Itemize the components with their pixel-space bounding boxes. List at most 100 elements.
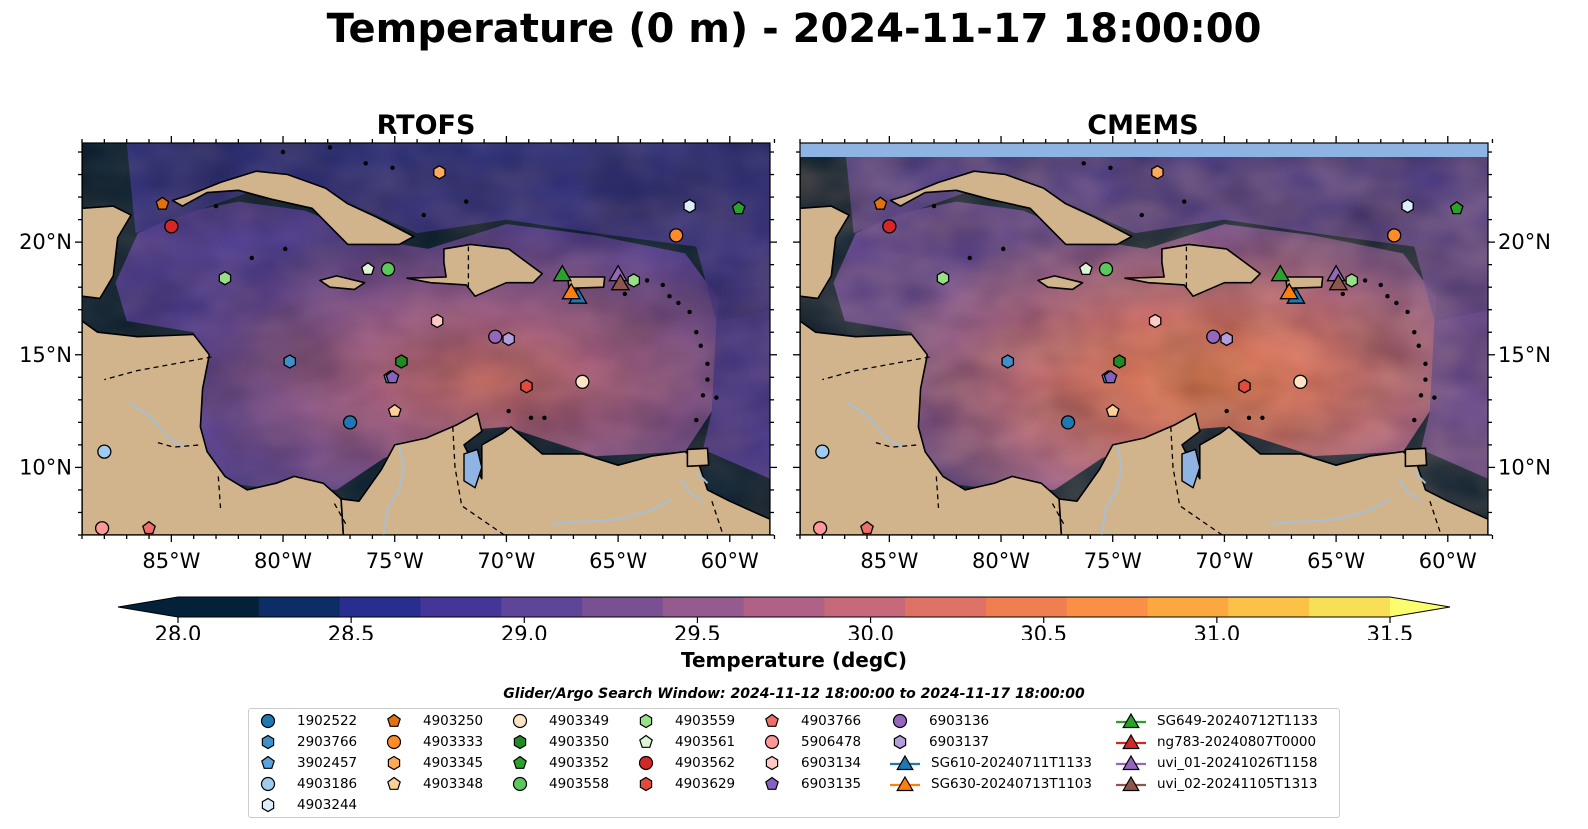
country-border bbox=[822, 356, 930, 381]
marker-SG630-20240713T1103 bbox=[1279, 282, 1300, 300]
legend-item-label: 4903561 bbox=[675, 734, 736, 750]
lon-tick-label: 85°W bbox=[860, 549, 918, 573]
marker-4903562 bbox=[164, 219, 179, 234]
colorbar-segment bbox=[339, 597, 421, 617]
colorbar-tick-label: 30.0 bbox=[847, 622, 894, 640]
pentagon-icon bbox=[639, 734, 653, 748]
land-jamaica bbox=[319, 275, 366, 291]
legend-item: ng783-20240807T0000 bbox=[1115, 732, 1316, 752]
legend-item: 5906478 bbox=[761, 732, 861, 752]
marker-4903629 bbox=[1238, 379, 1251, 394]
islet bbox=[931, 203, 937, 209]
islet bbox=[1246, 415, 1252, 421]
river bbox=[1100, 444, 1123, 535]
islet bbox=[705, 361, 710, 366]
river bbox=[382, 444, 405, 535]
marker-6903134 bbox=[1148, 313, 1162, 329]
marker-4903244 bbox=[1401, 198, 1414, 214]
lat-tick-label: 10°N bbox=[19, 455, 72, 479]
country-border bbox=[104, 356, 212, 381]
river bbox=[1397, 478, 1422, 503]
legend-item-label: uvi_01-20241026T1158 bbox=[1157, 755, 1318, 771]
islet bbox=[1418, 393, 1424, 398]
legend-item-label: 1902522 bbox=[297, 713, 358, 729]
lake-maracaibo bbox=[463, 448, 483, 489]
colorbar-segment bbox=[420, 597, 502, 617]
lat-tick-label: 20°N bbox=[19, 230, 72, 254]
islet bbox=[1405, 309, 1410, 315]
river bbox=[695, 471, 709, 484]
marker-2903766 bbox=[283, 354, 297, 369]
river bbox=[551, 498, 673, 525]
legend-item-label: SG610-20240711T1133 bbox=[931, 755, 1092, 771]
marker-4903348 bbox=[387, 403, 402, 418]
marker-6903134 bbox=[430, 313, 444, 329]
islet bbox=[1423, 377, 1428, 382]
islet bbox=[694, 417, 699, 423]
land-hispaniola bbox=[1124, 243, 1261, 297]
marker-4903766 bbox=[860, 520, 874, 535]
lon-tick-label: 70°W bbox=[477, 549, 535, 573]
river bbox=[1269, 498, 1391, 525]
marker-4903559 bbox=[936, 270, 950, 286]
colorbar-tick-label: 31.0 bbox=[1193, 622, 1240, 640]
marker-4903350 bbox=[395, 354, 408, 369]
marker-6903137 bbox=[502, 331, 515, 347]
marker-2903766 bbox=[1001, 354, 1015, 369]
lon-tick-label: 65°W bbox=[1307, 549, 1365, 573]
marker-4903345 bbox=[433, 165, 446, 180]
hexagon-icon bbox=[261, 797, 275, 813]
legend-item: 1902522 bbox=[257, 711, 357, 731]
legend-item: 6903136 bbox=[889, 711, 989, 731]
legend-item-label: 5906478 bbox=[801, 734, 862, 750]
islet bbox=[705, 377, 710, 382]
islet bbox=[283, 246, 288, 252]
islet bbox=[667, 293, 672, 299]
islet bbox=[528, 415, 534, 421]
islet bbox=[249, 255, 254, 261]
colorbar-tick-label: 30.5 bbox=[1020, 622, 1067, 640]
legend-item-label: 4903244 bbox=[297, 797, 358, 813]
islet bbox=[1412, 330, 1417, 335]
hexagon-icon bbox=[387, 755, 401, 771]
colorbar-segment bbox=[824, 597, 906, 617]
colorbar-segment bbox=[1228, 597, 1310, 617]
lat-tick-label: 10°N bbox=[1498, 455, 1551, 479]
islet bbox=[1412, 417, 1417, 423]
lat-tick-label: 15°N bbox=[1498, 343, 1551, 367]
lon-tick-label: 75°W bbox=[1084, 549, 1142, 573]
legend-item-label: 4903766 bbox=[801, 713, 862, 729]
islet bbox=[700, 393, 706, 398]
pentagon-icon bbox=[387, 776, 401, 790]
colorbar-label: Temperature (degC) bbox=[681, 648, 907, 672]
islet bbox=[660, 282, 665, 288]
marker-6903137 bbox=[1220, 331, 1233, 347]
marker-4903561 bbox=[1078, 261, 1093, 276]
legend-item: 4903350 bbox=[509, 732, 609, 752]
legend-item: SG610-20240711T1133 bbox=[889, 753, 1092, 773]
colorbar-tick-label: 28.5 bbox=[328, 622, 375, 640]
country-border bbox=[1051, 503, 1065, 525]
land-mexico bbox=[800, 143, 850, 300]
map-rtofs bbox=[82, 143, 770, 535]
islet bbox=[1224, 408, 1229, 414]
marker-4903766 bbox=[142, 520, 156, 535]
islet bbox=[1416, 343, 1421, 348]
islet bbox=[363, 161, 368, 166]
islet bbox=[1385, 293, 1390, 299]
marker-4903250 bbox=[873, 196, 888, 210]
marker-4903562 bbox=[882, 219, 897, 234]
colorbar-segment bbox=[1066, 597, 1149, 617]
country-border bbox=[1170, 426, 1223, 535]
islet bbox=[1432, 395, 1437, 400]
legend-item-label: 6903137 bbox=[929, 734, 990, 750]
land-puertorico bbox=[1285, 276, 1324, 290]
marker-4903352 bbox=[731, 200, 746, 215]
circle-icon bbox=[638, 755, 654, 771]
islet bbox=[644, 278, 650, 283]
river bbox=[679, 478, 704, 503]
islet bbox=[421, 212, 426, 218]
legend-item-label: 4903562 bbox=[675, 755, 736, 771]
legend-item-label: 4903345 bbox=[423, 755, 484, 771]
islet bbox=[327, 145, 333, 150]
